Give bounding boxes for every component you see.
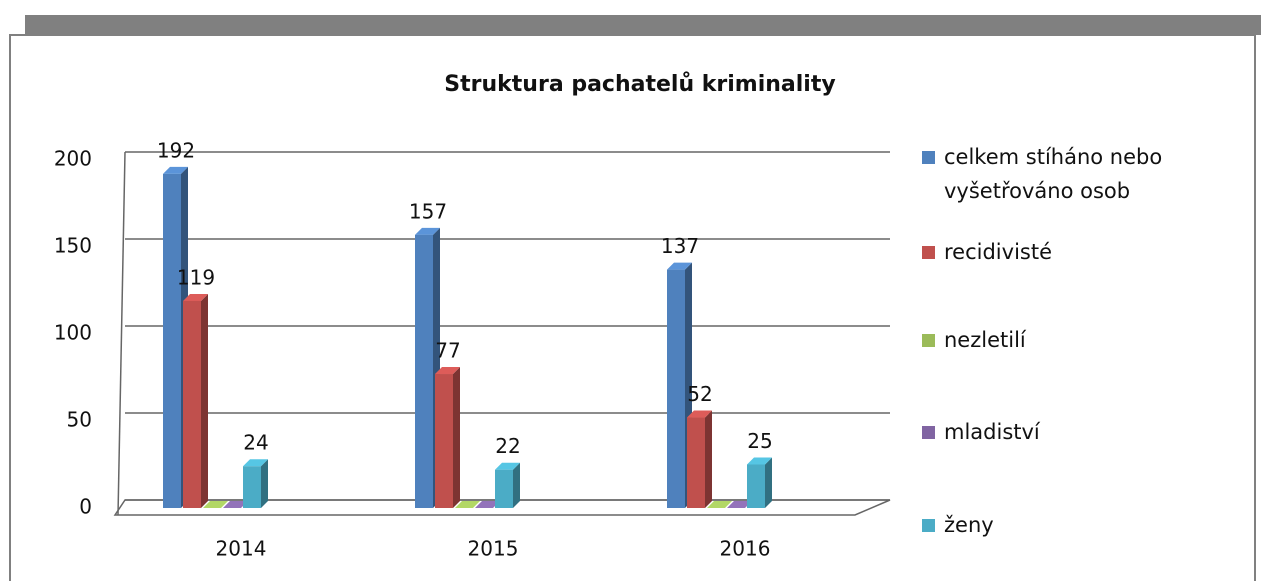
legend-swatch: [922, 246, 935, 259]
data-label: 137: [661, 234, 699, 258]
legend-item: mladiství: [922, 415, 1040, 449]
data-label: 77: [435, 339, 460, 363]
bar: [183, 293, 208, 508]
y-tick-label: 150: [54, 234, 92, 258]
data-label: 157: [409, 199, 447, 223]
data-label: 25: [747, 429, 772, 453]
bar: [455, 501, 480, 508]
bar: [203, 501, 228, 508]
bar-top: [203, 501, 228, 508]
x-tick-label: 2016: [720, 537, 771, 561]
legend-swatch: [922, 334, 935, 347]
legend-swatch: [922, 426, 935, 439]
bar-front: [667, 269, 685, 508]
legend-swatch: [922, 519, 935, 532]
bar-side: [513, 462, 520, 508]
y-axis: [117, 151, 126, 516]
bar-front: [435, 374, 453, 508]
x-tick-label: 2014: [216, 537, 267, 561]
bar-top: [455, 501, 480, 508]
legend-label: celkem stíháno nebo vyšetřováno osob: [944, 145, 1163, 203]
bar: [687, 410, 712, 508]
bar-top: [495, 462, 520, 470]
bar-front: [243, 466, 261, 508]
y-tick-label: 200: [54, 147, 92, 171]
bar-side: [453, 367, 460, 508]
bar: [415, 227, 440, 508]
y-tick-label: 100: [54, 321, 92, 345]
bar-side: [765, 457, 772, 508]
bar: [243, 459, 268, 508]
bar-front: [687, 417, 705, 508]
data-label: 119: [177, 265, 215, 289]
chart-title: Struktura pachatelů kriminality: [444, 72, 835, 97]
data-label: 22: [495, 434, 520, 458]
bar-top: [243, 459, 268, 467]
bar: [707, 501, 732, 508]
legend-item: ženy: [922, 508, 994, 542]
bar-top: [475, 501, 500, 508]
y-tick-label: 0: [79, 495, 92, 519]
bar-front: [415, 234, 433, 508]
bar-front: [163, 173, 181, 509]
legend-label: mladiství: [944, 420, 1040, 444]
bar-top: [163, 166, 188, 174]
x-tick-label: 2015: [468, 537, 519, 561]
header-bar: [25, 15, 1261, 35]
data-label: 192: [157, 138, 195, 162]
bar-top: [223, 501, 248, 508]
bar-side: [201, 293, 208, 508]
bar-top: [707, 501, 732, 508]
legend-label: ženy: [944, 513, 994, 537]
bar: [727, 501, 752, 508]
bar-side: [261, 459, 268, 508]
legend-item: celkem stíháno nebo vyšetřováno osob: [922, 140, 1242, 208]
legend-item: recidivisté: [922, 235, 1052, 269]
bar-top: [435, 367, 460, 375]
legend-swatch: [922, 151, 935, 164]
bar-top: [667, 262, 692, 270]
bar-front: [495, 469, 513, 508]
legend-item: nezletilí: [922, 323, 1026, 357]
bar-front: [747, 464, 765, 508]
chart-frame: [9, 34, 1256, 581]
bar-top: [183, 293, 208, 301]
bar-top: [727, 501, 752, 508]
bar-front: [183, 300, 201, 508]
y-tick-label: 50: [67, 408, 92, 432]
bar-top: [687, 410, 712, 418]
data-label: 24: [243, 431, 268, 455]
legend-label: recidivisté: [944, 240, 1052, 264]
bar: [223, 501, 248, 508]
bar: [495, 462, 520, 508]
bar-top: [415, 227, 440, 235]
bar: [747, 457, 772, 508]
bar: [475, 501, 500, 508]
bar: [435, 367, 460, 508]
legend-label: nezletilí: [944, 328, 1026, 352]
bar-top: [747, 457, 772, 465]
bar-side: [705, 410, 712, 508]
data-label: 52: [687, 382, 712, 406]
